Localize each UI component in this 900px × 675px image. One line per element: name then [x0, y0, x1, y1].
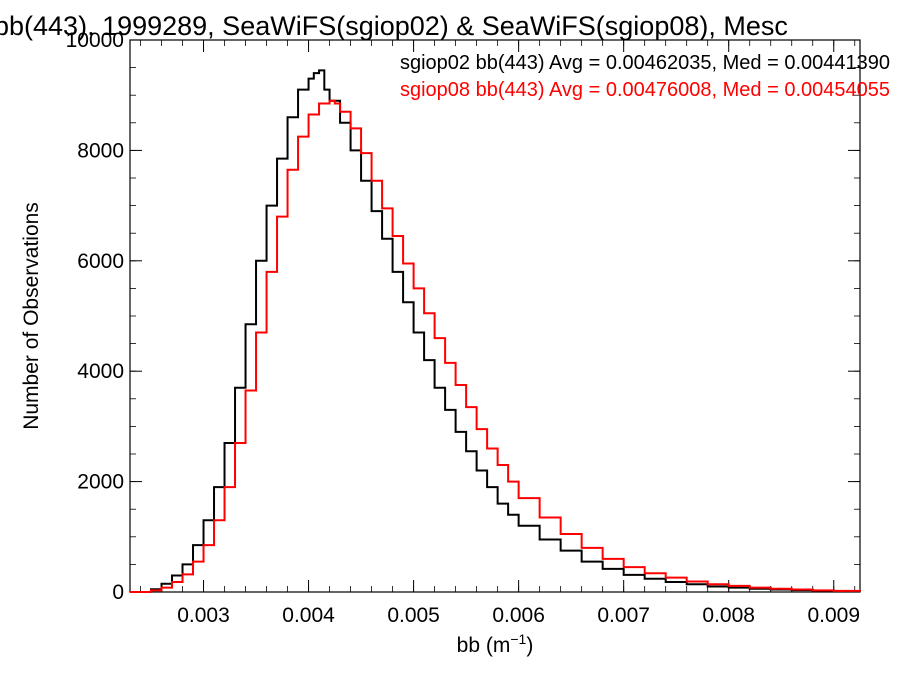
y-tick-label: 4000 [77, 360, 124, 383]
series-layer [130, 69, 861, 593]
x-axis-label: bb (m−1) [457, 631, 534, 657]
y-tick-label: 8000 [77, 139, 124, 162]
x-tick-label: 0.009 [807, 604, 860, 627]
y-axis-ticks: 0 2000 4000 6000 8000 10000 [66, 29, 860, 604]
y-axis-label: Number of Observations [20, 202, 43, 430]
x-tick-label: 0.008 [702, 604, 755, 627]
series-line-2 [130, 99, 861, 593]
y-tick-label: 0 [112, 581, 124, 604]
y-tick-label: 6000 [77, 250, 124, 273]
x-tick-label: 0.006 [492, 604, 545, 627]
chart-title: bb(443), 1999289, SeaWiFS(sgiop02) & Sea… [0, 11, 788, 41]
legend-entry-series-2: sgiop08 bb(443) Avg = 0.00476008, Med = … [400, 79, 890, 101]
x-tick-label: 0.007 [597, 604, 650, 627]
x-tick-label: 0.004 [282, 604, 335, 627]
legend-entry-series-1: sgiop02 bb(443) Avg = 0.00462035, Med = … [400, 52, 890, 74]
y-tick-label: 2000 [77, 471, 124, 494]
plot-frame [129, 39, 861, 593]
y-tick-label: 10000 [66, 29, 124, 52]
x-tick-label: 0.005 [387, 604, 440, 627]
legend: sgiop02 bb(443) Avg = 0.00462035, Med = … [400, 52, 890, 101]
x-tick-label: 0.003 [177, 604, 230, 627]
x-axis-ticks: 0.003 0.004 0.005 0.006 0.007 0.008 0.009 [140, 40, 860, 627]
series-line-1 [130, 69, 861, 593]
